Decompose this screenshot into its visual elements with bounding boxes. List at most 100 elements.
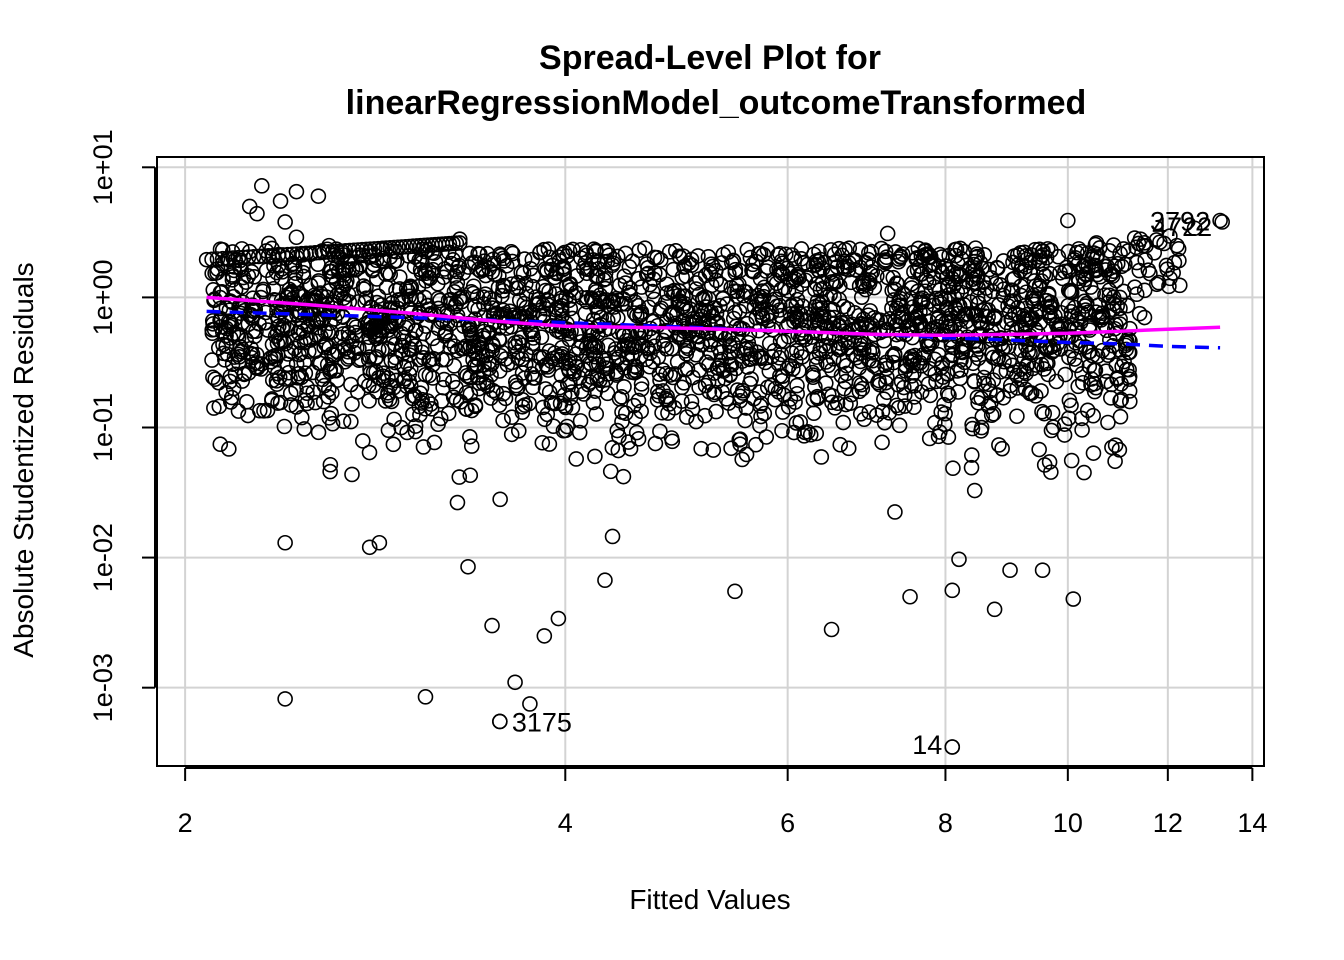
data-point — [378, 279, 395, 296]
data-point — [275, 317, 292, 334]
data-point — [832, 278, 848, 294]
data-point — [732, 436, 748, 452]
data-point — [937, 405, 953, 422]
data-point — [1065, 591, 1082, 607]
data-point — [511, 292, 528, 309]
data-point — [963, 447, 980, 463]
data-point — [290, 325, 307, 341]
data-point — [467, 345, 484, 362]
data-point — [861, 343, 878, 359]
data-point — [937, 291, 953, 307]
point-label: 14 — [912, 730, 942, 760]
data-point — [464, 316, 480, 332]
data-point — [484, 336, 501, 352]
data-point — [1085, 407, 1101, 424]
data-point — [1068, 357, 1085, 374]
data-point — [685, 369, 701, 386]
data-point — [198, 251, 215, 268]
data-point — [420, 262, 437, 279]
data-point — [624, 253, 641, 269]
data-point — [667, 243, 684, 259]
data-point — [739, 242, 756, 258]
data-point — [318, 302, 335, 318]
data-point — [223, 389, 240, 406]
data-point — [652, 423, 668, 440]
data-point — [214, 250, 231, 267]
data-point — [380, 384, 396, 401]
data-point — [1073, 410, 1090, 427]
data-point — [476, 253, 493, 269]
data-point — [734, 451, 750, 468]
data-point — [423, 396, 439, 412]
data-point — [753, 408, 769, 425]
data-point — [678, 346, 695, 362]
data-point — [485, 308, 502, 324]
data-point — [826, 246, 843, 263]
data-point — [277, 691, 293, 707]
data-point — [723, 440, 739, 457]
data-point — [941, 387, 957, 404]
data-point — [808, 425, 825, 442]
data-point — [918, 272, 935, 289]
data-point — [608, 351, 625, 368]
data-point — [507, 374, 524, 390]
data-point — [693, 440, 709, 457]
data-point — [613, 389, 630, 405]
data-point — [1056, 416, 1073, 432]
data-point — [382, 377, 399, 394]
labeled-data-point — [1214, 214, 1230, 230]
data-point — [334, 260, 351, 277]
data-point — [547, 345, 563, 361]
data-point — [374, 240, 391, 257]
data-point — [906, 399, 922, 416]
data-point — [536, 628, 553, 644]
data-point — [233, 279, 250, 295]
data-point — [264, 392, 280, 409]
data-point — [990, 297, 1007, 313]
data-point — [564, 399, 581, 416]
data-point — [1018, 284, 1035, 301]
data-point — [1136, 282, 1153, 299]
data-point — [366, 241, 383, 257]
data-point — [1107, 437, 1124, 453]
data-point — [272, 193, 289, 209]
data-point — [516, 370, 533, 386]
data-point — [589, 339, 606, 356]
data-point — [878, 314, 895, 331]
data-point — [1052, 264, 1068, 281]
data-point — [1028, 357, 1045, 373]
data-point — [848, 349, 865, 366]
data-point — [1094, 305, 1111, 322]
data-point — [756, 405, 773, 422]
data-point — [370, 369, 387, 386]
data-point — [1107, 325, 1124, 342]
data-point — [1031, 441, 1047, 458]
data-point — [402, 360, 419, 377]
data-point — [1118, 333, 1135, 349]
data-point — [599, 385, 616, 402]
data-point — [828, 274, 845, 290]
data-point — [344, 396, 360, 412]
data-point — [796, 428, 812, 444]
data-point — [476, 296, 492, 312]
data-point — [972, 315, 989, 331]
data-point — [824, 388, 840, 404]
data-point — [538, 301, 554, 317]
data-point — [874, 434, 890, 451]
data-point — [1103, 390, 1119, 406]
data-point — [783, 297, 800, 314]
data-point — [1127, 279, 1143, 296]
data-point — [1063, 328, 1080, 345]
data-point — [953, 352, 969, 368]
data-point — [575, 260, 592, 276]
data-point — [848, 262, 864, 278]
data-point — [890, 297, 907, 314]
data-point — [1089, 246, 1106, 263]
data-point — [224, 267, 241, 283]
data-point — [1077, 302, 1094, 318]
data-point — [1003, 329, 1019, 346]
data-point — [678, 268, 694, 284]
data-point — [354, 241, 371, 258]
data-point — [248, 323, 264, 340]
data-point — [844, 252, 861, 268]
